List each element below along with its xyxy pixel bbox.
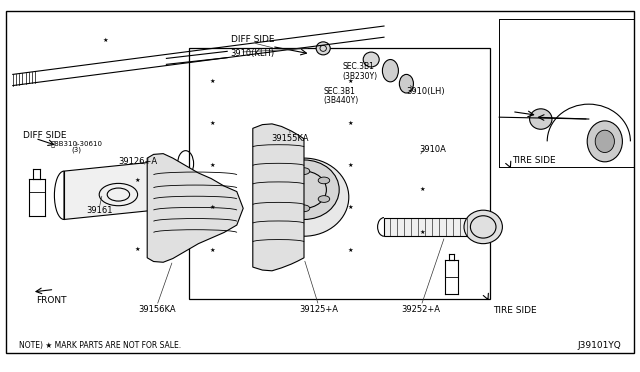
Text: FRONT: FRONT	[36, 296, 67, 305]
Text: (3B440Y): (3B440Y)	[323, 96, 358, 105]
Ellipse shape	[318, 196, 330, 202]
Text: TIRE SIDE: TIRE SIDE	[493, 306, 536, 315]
Ellipse shape	[269, 160, 339, 219]
Text: TIRE SIDE: TIRE SIDE	[512, 156, 556, 165]
Text: 39252+A: 39252+A	[402, 305, 440, 314]
Text: 3910(LH): 3910(LH)	[406, 87, 445, 96]
Polygon shape	[384, 218, 480, 236]
Ellipse shape	[298, 168, 310, 174]
Text: ★: ★	[210, 247, 215, 253]
Text: ★: ★	[348, 121, 353, 126]
Text: ★: ★	[135, 178, 140, 183]
Text: DIFF SIDE: DIFF SIDE	[23, 131, 67, 140]
Polygon shape	[253, 124, 304, 271]
Text: ★: ★	[210, 205, 215, 210]
Polygon shape	[147, 154, 243, 262]
Ellipse shape	[259, 158, 349, 236]
Text: SEC.3B1: SEC.3B1	[323, 87, 355, 96]
Ellipse shape	[383, 60, 398, 82]
Ellipse shape	[316, 42, 330, 55]
Text: J39101YQ: J39101YQ	[577, 341, 621, 350]
Text: ★: ★	[348, 163, 353, 168]
Ellipse shape	[595, 130, 614, 153]
Text: ★: ★	[348, 78, 353, 84]
Text: 39161: 39161	[86, 206, 113, 215]
Ellipse shape	[364, 52, 380, 67]
Text: (3B230Y): (3B230Y)	[342, 72, 378, 81]
Text: 39155KA: 39155KA	[271, 134, 308, 143]
Text: ★: ★	[103, 38, 108, 44]
Ellipse shape	[278, 196, 290, 202]
Text: 3910A: 3910A	[419, 145, 446, 154]
Text: ␸8B310-30610: ␸8B310-30610	[51, 140, 103, 147]
Ellipse shape	[529, 109, 552, 129]
Ellipse shape	[464, 210, 502, 244]
Text: 39125+A: 39125+A	[300, 305, 338, 314]
Text: (3): (3)	[72, 146, 82, 153]
Text: 3910(KLH): 3910(KLH)	[231, 49, 275, 58]
Text: ★: ★	[210, 121, 215, 126]
Text: ★: ★	[210, 78, 215, 84]
Text: NOTE) ★ MARK PARTS ARE NOT FOR SALE.: NOTE) ★ MARK PARTS ARE NOT FOR SALE.	[19, 341, 181, 350]
Text: ★: ★	[420, 230, 425, 235]
Ellipse shape	[399, 74, 413, 93]
Text: ★: ★	[348, 205, 353, 210]
Text: SEC.3B1: SEC.3B1	[342, 62, 374, 71]
Ellipse shape	[588, 121, 622, 162]
Ellipse shape	[318, 177, 330, 184]
Ellipse shape	[278, 177, 290, 184]
Text: 39156KA: 39156KA	[138, 305, 175, 314]
Polygon shape	[64, 160, 173, 219]
Ellipse shape	[298, 205, 310, 212]
Text: ★: ★	[210, 163, 215, 168]
Text: ★: ★	[420, 187, 425, 192]
Text: DIFF SIDE: DIFF SIDE	[231, 35, 275, 44]
Text: ★: ★	[135, 247, 140, 252]
Text: ★: ★	[348, 247, 353, 253]
Text: 39126+A: 39126+A	[118, 157, 157, 166]
